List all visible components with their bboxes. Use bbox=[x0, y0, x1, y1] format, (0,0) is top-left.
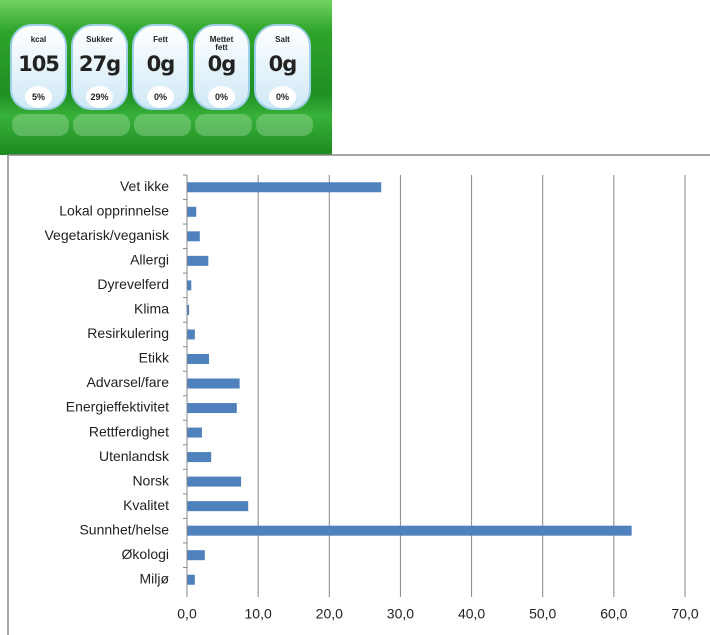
nutrient-percent: 29% bbox=[86, 86, 113, 108]
bar bbox=[187, 182, 382, 193]
nutrient-name: Mettet fett bbox=[209, 35, 234, 52]
nutrient-amount: 0g bbox=[146, 52, 176, 76]
nutrient-amount: 105 bbox=[18, 52, 60, 76]
x-tick-label: 20,0 bbox=[316, 606, 343, 622]
y-tick-label: Advarsel/fare bbox=[87, 374, 170, 390]
y-tick-label: Lokal opprinnelse bbox=[59, 202, 169, 218]
bar bbox=[187, 525, 632, 536]
x-tick-label: 40,0 bbox=[458, 606, 485, 622]
nutrient-card: Sukker 27g 29% bbox=[71, 24, 128, 110]
nutrient-card: Mettet fett 0g 0% bbox=[193, 24, 250, 110]
card-reflection bbox=[195, 114, 252, 136]
bar bbox=[187, 427, 202, 438]
nutrient-name: Sukker bbox=[86, 35, 113, 44]
bar bbox=[187, 206, 197, 217]
nutrient-amount: 0g bbox=[207, 52, 237, 76]
y-tick-label: Resirkulering bbox=[87, 325, 169, 341]
nutrition-cards: kcal 105 5% Sukker 27g 29% Fett 0g 0% Mettet fett… bbox=[10, 24, 311, 110]
bar bbox=[187, 280, 192, 291]
nutrition-label: kcal 105 5% Sukker 27g 29% Fett 0g 0% Mettet fett… bbox=[0, 0, 332, 155]
y-tick-label: Rettferdighet bbox=[89, 423, 169, 439]
nutrient-percent: 0% bbox=[269, 86, 296, 108]
nutrient-percent: 5% bbox=[25, 86, 52, 108]
y-tick-label: Etikk bbox=[139, 350, 170, 366]
bar bbox=[187, 403, 237, 414]
nutrient-amount: 27g bbox=[78, 52, 121, 76]
y-tick-label: Kvalitet bbox=[123, 497, 169, 513]
bar bbox=[187, 304, 190, 315]
nutrient-card: kcal 105 5% bbox=[10, 24, 67, 110]
bar bbox=[187, 353, 210, 364]
bar bbox=[187, 476, 242, 487]
bar bbox=[187, 255, 209, 266]
bar bbox=[187, 452, 212, 463]
x-tick-label: 30,0 bbox=[387, 606, 414, 622]
y-tick-label: Sunnhet/helse bbox=[79, 521, 169, 537]
x-tick-label: 60,0 bbox=[600, 606, 627, 622]
bar bbox=[187, 231, 200, 242]
nutrient-name: kcal bbox=[30, 35, 47, 44]
card-reflection bbox=[12, 114, 69, 136]
card-reflection bbox=[73, 114, 130, 136]
nutrient-amount: 0g bbox=[268, 52, 298, 76]
card-reflection bbox=[256, 114, 313, 136]
y-tick-label: Norsk bbox=[132, 472, 170, 488]
y-tick-label: Klima bbox=[134, 301, 169, 317]
y-tick-label: Vegetarisk/veganisk bbox=[44, 227, 170, 243]
y-tick-label: Energieffektivitet bbox=[66, 399, 169, 415]
nutrient-card: Salt 0g 0% bbox=[254, 24, 311, 110]
bar bbox=[187, 574, 195, 585]
x-tick-label: 70,0 bbox=[671, 606, 698, 622]
nutrient-percent: 0% bbox=[208, 86, 235, 108]
y-tick-label: Miljø bbox=[139, 570, 169, 586]
chart-frame bbox=[7, 154, 710, 635]
bar bbox=[187, 501, 249, 512]
y-tick-label: Allergi bbox=[130, 252, 169, 268]
card-reflection bbox=[134, 114, 191, 136]
x-tick-label: 0,0 bbox=[177, 606, 197, 622]
bar bbox=[187, 378, 240, 389]
nutrient-card: Fett 0g 0% bbox=[132, 24, 189, 110]
nutrient-name: Fett bbox=[153, 35, 168, 44]
y-tick-label: Vet ikke bbox=[120, 178, 169, 194]
bar bbox=[187, 550, 205, 561]
x-tick-label: 50,0 bbox=[529, 606, 556, 622]
nutrient-name: Salt bbox=[275, 35, 290, 44]
bar bbox=[187, 329, 195, 340]
y-tick-label: Dyrevelferd bbox=[97, 276, 169, 292]
x-tick-label: 10,0 bbox=[245, 606, 272, 622]
y-tick-label: Utenlandsk bbox=[99, 448, 170, 464]
nutrient-percent: 0% bbox=[147, 86, 174, 108]
y-tick-label: Økologi bbox=[122, 546, 169, 562]
